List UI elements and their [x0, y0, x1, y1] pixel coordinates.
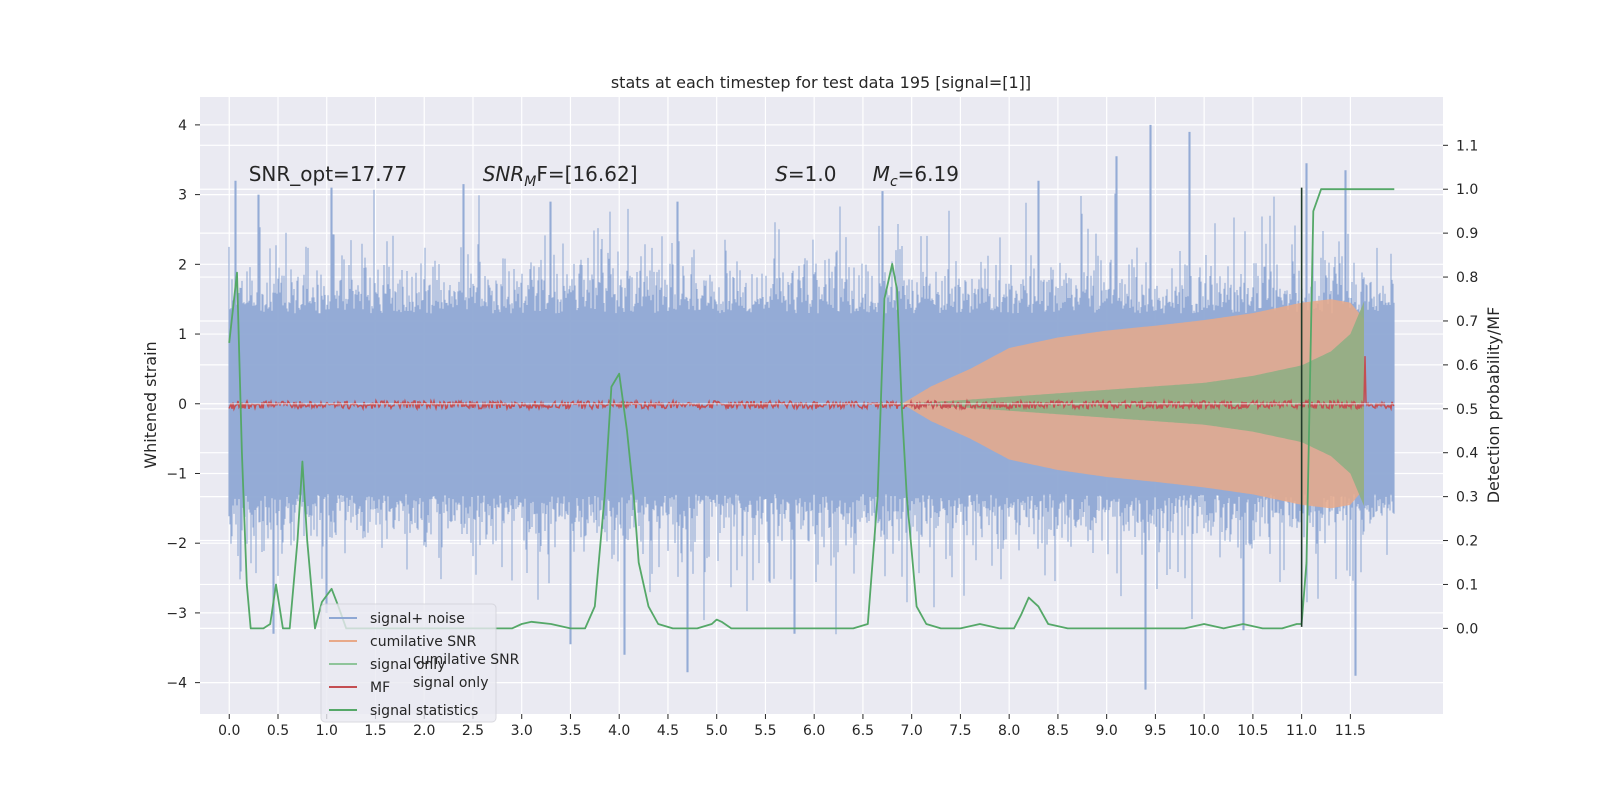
legend-label: signal+ noise — [370, 611, 465, 627]
x-tick-label: 5.0 — [706, 723, 728, 739]
y2-tick-label: 0.3 — [1456, 490, 1478, 506]
y2-tick-label: 0.9 — [1456, 226, 1478, 242]
x-tick-label: 9.0 — [1096, 723, 1118, 739]
x-tick-label: 10.5 — [1237, 723, 1268, 739]
x-tick-label: 6.5 — [852, 723, 874, 739]
x-tick-label: 11.5 — [1335, 723, 1366, 739]
x-tick-label: 9.5 — [1144, 723, 1166, 739]
y2-tick-label: 0.5 — [1456, 402, 1478, 418]
y2-tick-label: 1.1 — [1456, 138, 1478, 154]
legend-ghost-label: signal only — [413, 675, 488, 691]
signal-statistics-series — [228, 188, 1395, 630]
annotation-text: S=1.0 — [775, 162, 836, 186]
y2-tick-label: 0.7 — [1456, 314, 1478, 330]
y2-tick-label: 0.1 — [1456, 577, 1478, 593]
y2-tick-label: 0.6 — [1456, 358, 1478, 374]
legend-label: signal statistics — [370, 703, 478, 719]
y2-tick-label: 0.4 — [1456, 446, 1478, 462]
x-tick-label: 3.0 — [511, 723, 533, 739]
x-tick-label: 8.5 — [1047, 723, 1069, 739]
y-tick-label: 1 — [178, 327, 187, 343]
x-tick-label: 3.5 — [559, 723, 581, 739]
annotations: SNR_opt=17.77 SNRMF=[16.62] S=1.0 Mc=6.19 — [249, 162, 959, 190]
legend-box — [320, 603, 497, 723]
y-tick-label: 2 — [178, 257, 187, 273]
y-axis-ticks: −4 −3 −2 −1 0 1 2 3 4 — [166, 118, 200, 692]
annotation-text: Mc=6.19 — [873, 162, 959, 190]
x-tick-label: 4.5 — [657, 723, 679, 739]
series-layer — [200, 124, 1443, 690]
x-tick-label: 0.0 — [218, 723, 240, 739]
x-tick-label: 2.0 — [413, 723, 435, 739]
legend-ghost-label: cumilative SNR — [413, 652, 520, 668]
y-tick-label: 0 — [178, 397, 187, 413]
y2-axis-ticks: 0.0 0.1 0.2 0.3 0.4 0.5 0.6 0.7 0.8 0.9 1.0 1.1 — [1443, 138, 1478, 637]
legend-label: signal only — [370, 657, 445, 673]
annotation-text: SNRMF=[16.62] — [483, 162, 638, 190]
y2-axis-label: Detection probability/MF — [1484, 307, 1503, 504]
x-tick-label: 6.0 — [803, 723, 825, 739]
legend-label: cumilative SNR — [370, 634, 477, 650]
y2-tick-label: 1.0 — [1456, 182, 1478, 198]
x-tick-label: 0.5 — [267, 723, 289, 739]
x-axis-ticks: 0.0 0.5 1.0 1.5 2.0 2.5 3.0 3.5 4.0 4.5 5.0 5.5 6.0 6… — [218, 714, 1366, 739]
y-tick-label: 4 — [178, 118, 187, 134]
x-tick-label: 1.0 — [316, 723, 338, 739]
y2-tick-label: 0.2 — [1456, 534, 1478, 550]
y-tick-label: −4 — [166, 676, 187, 692]
y-tick-label: 3 — [178, 188, 187, 204]
x-tick-label: 5.5 — [754, 723, 776, 739]
x-tick-label: 8.0 — [998, 723, 1020, 739]
x-tick-label: 7.0 — [901, 723, 923, 739]
y-tick-label: −3 — [166, 606, 187, 622]
x-tick-label: 2.5 — [462, 723, 484, 739]
x-tick-label: 7.5 — [949, 723, 971, 739]
y-tick-label: −1 — [166, 466, 187, 482]
legend-label: MF — [370, 680, 390, 696]
x-tick-label: 10.0 — [1189, 723, 1220, 739]
annotation-text: SNR_opt=17.77 — [249, 162, 407, 186]
chart-title: stats at each timestep for test data 195… — [611, 73, 1031, 92]
x-tick-label: 4.0 — [608, 723, 630, 739]
x-tick-label: 1.5 — [364, 723, 386, 739]
y-tick-label: −2 — [166, 536, 187, 552]
y-axis-label: Whitened strain — [141, 341, 160, 468]
x-tick-label: 11.0 — [1286, 723, 1317, 739]
y2-tick-label: 0.0 — [1456, 621, 1478, 637]
y2-tick-label: 0.8 — [1456, 270, 1478, 286]
